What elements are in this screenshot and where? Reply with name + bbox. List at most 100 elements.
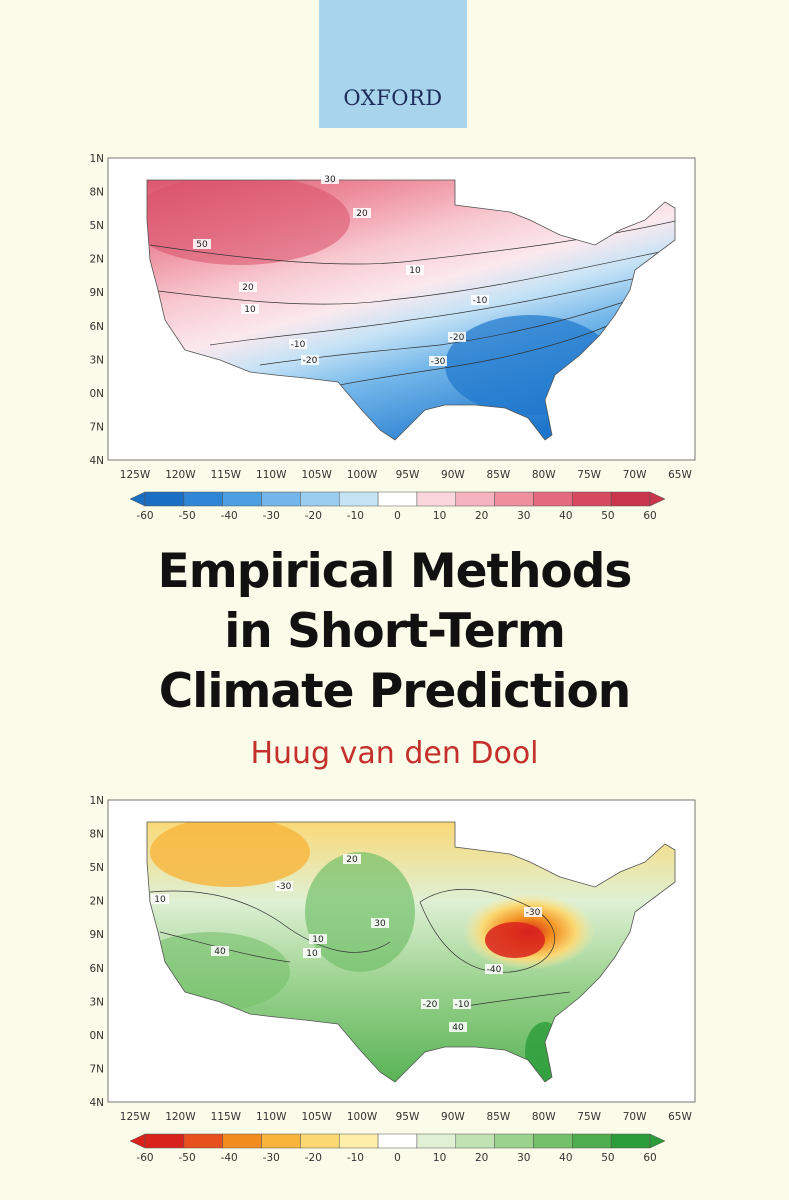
colorbar-label: -50 bbox=[179, 1152, 196, 1164]
precipitation-anomaly-map-bottom: 51N 48N 45N 42N 39N 36N 33N 30N 27N 24N 125W 120W 1… bbox=[90, 792, 720, 1192]
latitude-label: 36N bbox=[90, 321, 104, 333]
title-line-2: in Short-Term bbox=[224, 604, 566, 659]
colorbar-arrow-right bbox=[649, 1133, 666, 1149]
colorbar-label: 0 bbox=[394, 1152, 401, 1164]
contour-label: 20 bbox=[346, 855, 358, 865]
colorbar-segment bbox=[144, 491, 185, 507]
longitude-label: 115W bbox=[211, 469, 242, 481]
longitude-label: 95W bbox=[396, 469, 420, 481]
colorbar-label: 60 bbox=[643, 510, 656, 522]
latitude-label: 27N bbox=[90, 421, 104, 433]
author-name: Huug van den Dool bbox=[250, 736, 539, 771]
contour-label: 10 bbox=[306, 949, 318, 959]
colorbar-label: -30 bbox=[263, 510, 280, 522]
latitude-label: 36N bbox=[90, 963, 104, 975]
colorbar-label: 50 bbox=[601, 510, 614, 522]
contour-label: -30 bbox=[431, 357, 446, 367]
colorbar-label: -10 bbox=[347, 510, 364, 522]
longitude-label: 75W bbox=[577, 469, 601, 481]
colorbar-segment bbox=[300, 491, 340, 507]
latitude-label: 24N bbox=[90, 1097, 104, 1109]
colorbar-segment bbox=[494, 1133, 534, 1149]
colorbar-label: 40 bbox=[559, 1152, 572, 1164]
colorbar-segment bbox=[533, 1133, 573, 1149]
longitude-label: 70W bbox=[623, 469, 647, 481]
title-line-1: Empirical Methods bbox=[157, 544, 633, 599]
longitude-label: 85W bbox=[486, 1111, 510, 1123]
latitude-label: 30N bbox=[90, 1030, 104, 1042]
contour-label: -20 bbox=[450, 333, 465, 343]
colorbar-segment bbox=[261, 1133, 301, 1149]
longitude-label: 95W bbox=[396, 1111, 420, 1123]
colorbar-segment bbox=[144, 1133, 185, 1149]
book-title: Empirical Methods in Short-Term Climate … bbox=[0, 542, 789, 722]
colorbar-label: 0 bbox=[394, 510, 401, 522]
latitude-label: 27N bbox=[90, 1063, 104, 1075]
longitude-label: 65W bbox=[668, 1111, 692, 1123]
contour-label: -10 bbox=[291, 340, 306, 350]
colorbar-arrow-right bbox=[649, 491, 666, 507]
contour-label: 10 bbox=[312, 935, 324, 945]
longitude-label: 110W bbox=[256, 469, 287, 481]
colorbar-label: 60 bbox=[643, 1152, 656, 1164]
longitude-label: 100W bbox=[347, 1111, 378, 1123]
contour-label: 10 bbox=[409, 266, 421, 276]
contour-label: -30 bbox=[526, 908, 541, 918]
contour-label: 20 bbox=[242, 283, 254, 293]
contour-label: -40 bbox=[487, 965, 502, 975]
latitude-label: 39N bbox=[90, 929, 104, 941]
colorbar-label: -60 bbox=[136, 1152, 153, 1164]
latitude-label: 24N bbox=[90, 455, 104, 467]
colorbar-segment bbox=[455, 491, 495, 507]
contour-label: 40 bbox=[214, 947, 226, 957]
colorbar-label: 30 bbox=[517, 1152, 530, 1164]
latitude-label: 42N bbox=[90, 896, 104, 908]
colorbar-label: -40 bbox=[221, 510, 238, 522]
latitude-label: 48N bbox=[90, 829, 104, 841]
colorbar-segment bbox=[416, 491, 457, 507]
latitude-label: 42N bbox=[90, 254, 104, 266]
contour-label: 30 bbox=[324, 175, 336, 185]
longitude-label: 80W bbox=[532, 1111, 556, 1123]
contour-label: 10 bbox=[154, 895, 166, 905]
colorbar-segment bbox=[222, 491, 262, 507]
longitude-label: 90W bbox=[441, 469, 465, 481]
colorbar-label: 10 bbox=[433, 1152, 446, 1164]
longitude-label: 85W bbox=[486, 469, 510, 481]
longitude-label: 105W bbox=[301, 1111, 332, 1123]
colorbar-segment bbox=[338, 1133, 379, 1149]
contour-label: 20 bbox=[356, 209, 368, 219]
colorbar-label: 20 bbox=[475, 510, 488, 522]
colorbar-label: 30 bbox=[517, 510, 530, 522]
colorbar-label: -20 bbox=[305, 1152, 322, 1164]
colorbar-segment bbox=[377, 1133, 418, 1149]
contour-label: 10 bbox=[244, 305, 256, 315]
colorbar-label: -60 bbox=[136, 510, 153, 522]
colorbar-label: 50 bbox=[601, 1152, 614, 1164]
longitude-label: 100W bbox=[347, 469, 378, 481]
longitude-label: 75W bbox=[577, 1111, 601, 1123]
longitude-label: 70W bbox=[623, 1111, 647, 1123]
publisher-name: OXFORD bbox=[343, 86, 443, 110]
longitude-label: 65W bbox=[668, 469, 692, 481]
longitude-label: 125W bbox=[120, 469, 151, 481]
title-line-3: Climate Prediction bbox=[158, 664, 632, 719]
latitude-label: 45N bbox=[90, 220, 104, 232]
latitude-label: 51N bbox=[90, 795, 104, 807]
colorbar-label: -20 bbox=[305, 510, 322, 522]
colorbar-label: 20 bbox=[475, 1152, 488, 1164]
colorbar-label: 10 bbox=[433, 510, 446, 522]
longitude-label: 105W bbox=[301, 469, 332, 481]
colorbar-segment bbox=[338, 491, 379, 507]
colorbar-segment bbox=[572, 1133, 612, 1149]
colorbar-segment bbox=[183, 491, 223, 507]
latitude-label: 48N bbox=[90, 187, 104, 199]
colorbar-label: 40 bbox=[559, 510, 572, 522]
publisher-logo-box: OXFORD bbox=[319, 0, 467, 128]
colorbar-segment bbox=[300, 1133, 340, 1149]
contour-label: 30 bbox=[374, 919, 386, 929]
contour-label: -30 bbox=[277, 882, 292, 892]
colorbar-segment bbox=[455, 1133, 495, 1149]
colorbar-segment bbox=[261, 491, 301, 507]
contour-label: -10 bbox=[473, 296, 488, 306]
